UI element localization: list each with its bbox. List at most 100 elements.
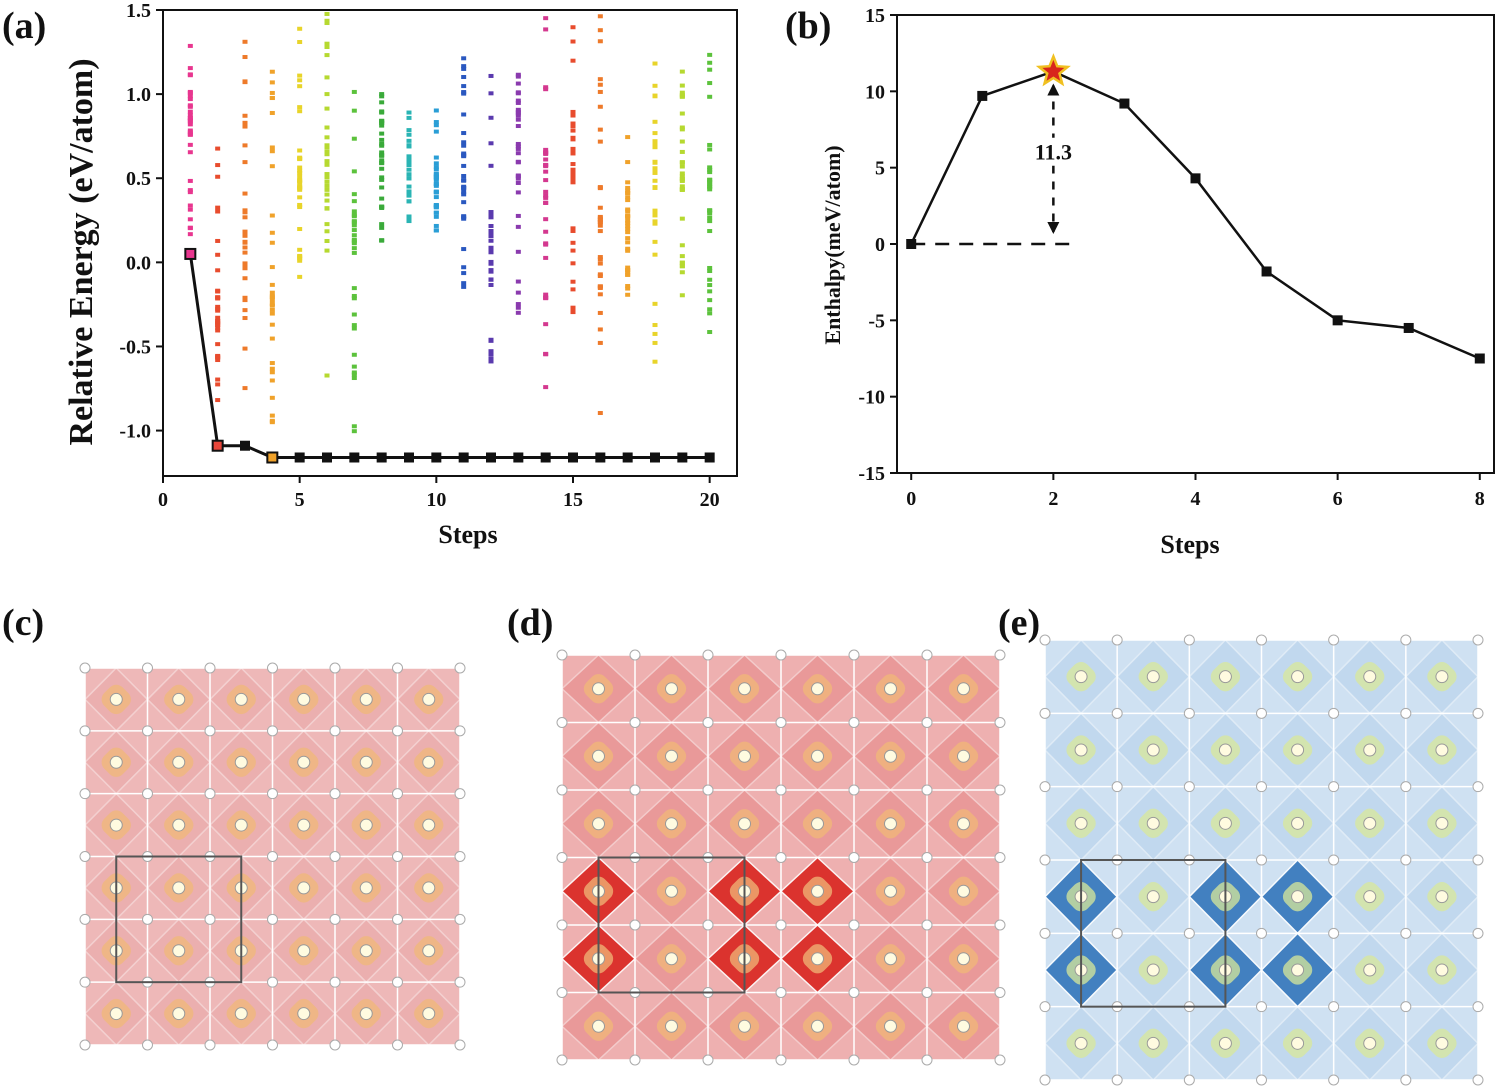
anion-atom <box>267 976 278 988</box>
population-dot <box>379 153 385 158</box>
population-dot <box>269 294 275 299</box>
population-dot <box>324 11 330 16</box>
population-dot <box>515 174 521 179</box>
cation-atom <box>1291 890 1305 904</box>
anion-atom <box>1472 707 1484 719</box>
population-dot <box>570 171 576 176</box>
population-dot <box>324 145 330 150</box>
population-dot <box>351 233 357 238</box>
anion-atom <box>1256 707 1267 719</box>
population-dot <box>707 142 713 147</box>
structure-panel-c <box>79 662 466 1051</box>
population-dot <box>515 144 521 149</box>
best-marker <box>595 452 606 463</box>
population-dot <box>269 213 275 218</box>
population-dot <box>297 274 303 279</box>
anion-atom <box>921 1054 933 1066</box>
population-dot <box>242 308 248 313</box>
population-dot <box>187 104 193 109</box>
population-dot <box>597 310 603 315</box>
population-dot <box>324 373 330 378</box>
population-dot <box>351 250 357 255</box>
population-dot <box>433 183 439 188</box>
population-dot <box>433 171 439 176</box>
anion-atom <box>994 852 1006 863</box>
population-dot <box>351 364 357 369</box>
population-dot <box>297 195 303 200</box>
cation-atom <box>811 1019 824 1033</box>
cation-atom <box>811 817 824 831</box>
population-dot <box>488 245 494 250</box>
population-dot <box>625 223 631 228</box>
cation-atom <box>359 755 373 769</box>
population-dot <box>324 41 330 46</box>
population-dot <box>324 135 330 140</box>
cation-atom <box>172 1007 186 1021</box>
anion-atom <box>848 919 860 931</box>
population-dot <box>625 226 631 231</box>
cation-atom <box>422 944 436 958</box>
population-dot <box>570 109 576 114</box>
population-dot <box>515 107 521 112</box>
population-dot <box>488 359 494 364</box>
population-dot <box>652 142 658 147</box>
population-dot <box>187 66 193 71</box>
population-dot <box>652 185 658 190</box>
cation-atom <box>1435 890 1449 904</box>
population-dot <box>461 75 467 80</box>
population-dot <box>406 190 412 195</box>
anion-atom <box>1328 1074 1340 1086</box>
structure-panel-e <box>1039 634 1484 1086</box>
population-dot <box>242 263 248 268</box>
anion-atom <box>1111 781 1123 793</box>
population-dot <box>324 152 330 157</box>
cation-atom <box>884 952 897 966</box>
population-dot <box>543 150 549 155</box>
cation-atom <box>884 749 897 763</box>
population-dot <box>433 167 439 172</box>
cation-atom <box>884 817 897 831</box>
best-marker <box>458 452 469 463</box>
x-tick-label: 15 <box>563 489 583 511</box>
population-dot <box>187 112 193 117</box>
population-dot <box>625 180 631 185</box>
population-dot <box>215 354 221 359</box>
anion-atom <box>204 913 216 925</box>
population-dot <box>597 284 603 289</box>
population-dot <box>515 117 521 122</box>
anion-atom <box>329 1039 341 1051</box>
population-dot <box>543 229 549 234</box>
population-dot <box>488 356 494 361</box>
population-dot <box>461 64 467 69</box>
population-dot <box>297 168 303 173</box>
population-dot <box>242 124 248 129</box>
panel-label-d: (d) <box>507 602 553 644</box>
population-dot <box>625 195 631 200</box>
cation-atom <box>665 749 678 763</box>
population-dot <box>187 119 193 124</box>
cation-atom <box>234 692 248 706</box>
anion-atom <box>1256 854 1267 866</box>
anion-atom <box>848 852 860 863</box>
best-marker <box>677 452 688 463</box>
population-dot <box>543 169 549 174</box>
anion-atom <box>329 725 341 737</box>
enthalpy-marker <box>1119 98 1130 109</box>
population-dot <box>406 184 412 189</box>
y-axis-label: Enthalpy(meV/atom) <box>820 145 845 344</box>
population-dot <box>679 160 685 165</box>
population-dot <box>242 386 248 391</box>
population-dot <box>461 56 467 61</box>
population-dot <box>351 424 357 429</box>
cation-atom <box>359 818 373 832</box>
population-dot <box>461 163 467 168</box>
cation-atom <box>172 944 186 958</box>
cation-atom <box>422 818 436 832</box>
population-dot <box>543 295 549 300</box>
population-dot <box>597 104 603 109</box>
y-tick-label: -5 <box>868 310 885 332</box>
plot-frame <box>162 9 738 477</box>
population-dot <box>488 228 494 233</box>
anion-atom <box>921 649 933 661</box>
anion-atom <box>1183 634 1195 646</box>
